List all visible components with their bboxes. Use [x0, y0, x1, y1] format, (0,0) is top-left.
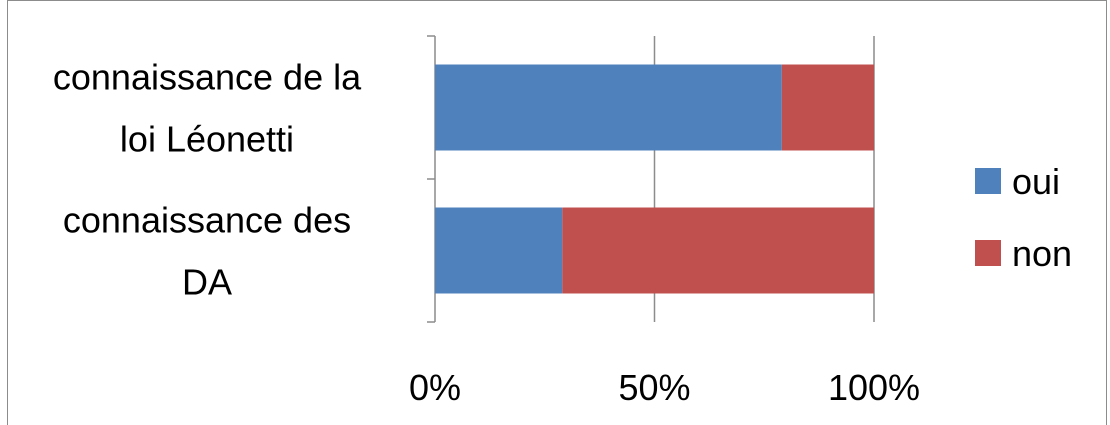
legend-swatch-oui: [975, 168, 1001, 194]
category-label: loi Léonetti: [120, 119, 294, 160]
bar-non: [562, 207, 874, 294]
category-label: connaissance de la: [53, 57, 362, 98]
category-label: DA: [182, 262, 232, 303]
x-tick-label: 50%: [618, 367, 690, 408]
legend-swatch-non: [975, 240, 1001, 266]
bar-oui: [435, 207, 563, 294]
x-tick-label: 100%: [828, 367, 920, 408]
legend-label-non: non: [1012, 233, 1072, 274]
category-label: connaissance des: [63, 200, 351, 241]
legend-label-oui: oui: [1012, 161, 1060, 202]
bar-non: [781, 64, 874, 151]
bar-oui: [435, 64, 782, 151]
x-tick-label: 0%: [409, 367, 461, 408]
chart-frame: [7, 0, 1107, 425]
